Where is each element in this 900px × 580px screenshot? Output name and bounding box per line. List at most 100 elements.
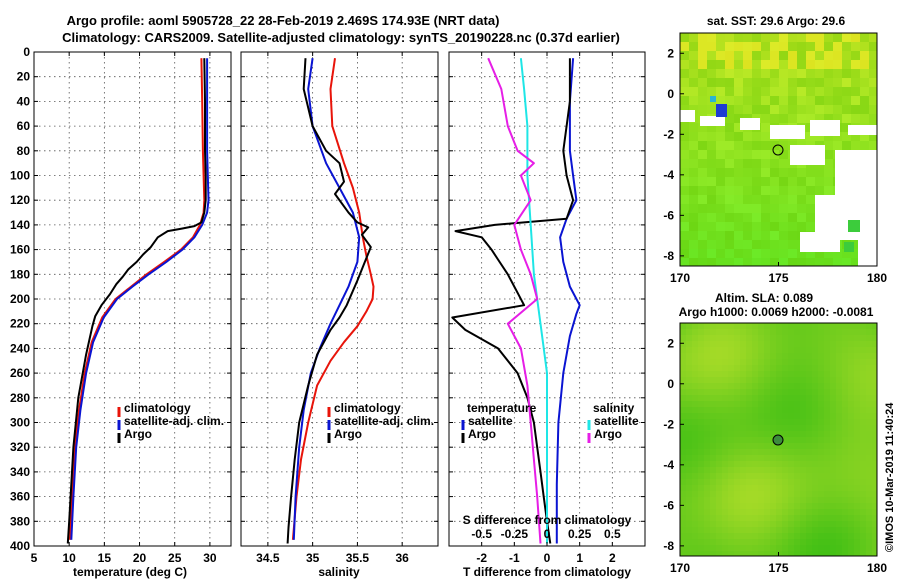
map-cell xyxy=(746,515,753,522)
map-cell xyxy=(770,395,777,402)
map-cell xyxy=(776,395,783,402)
map-cell xyxy=(800,323,807,330)
map-cell xyxy=(770,222,780,232)
y-tick-label: 100 xyxy=(10,169,30,183)
map-cell xyxy=(836,443,843,450)
map-cell xyxy=(752,467,759,474)
map-cell xyxy=(800,533,807,540)
map-cell xyxy=(764,335,771,342)
map-cell xyxy=(800,371,807,378)
map-cell xyxy=(842,359,849,366)
map-cell xyxy=(833,96,843,106)
map-cell xyxy=(704,491,711,498)
map-cell xyxy=(842,473,849,480)
map-cell xyxy=(788,359,795,366)
map-cell xyxy=(752,377,759,384)
difference-legend: temperature salinity satellite Argo sate… xyxy=(461,401,639,443)
map-cell xyxy=(788,449,795,456)
map-cell xyxy=(788,431,795,438)
map-cell xyxy=(764,329,771,336)
temperature-ticks: 0204060801001201401601802002202402602803… xyxy=(10,45,231,565)
map-cell xyxy=(782,353,789,360)
map-cell xyxy=(776,461,783,468)
map-cell xyxy=(764,485,771,492)
map-cell xyxy=(704,551,711,557)
map-cell xyxy=(824,78,834,88)
series-climatology xyxy=(68,58,206,540)
map-cell xyxy=(716,347,723,354)
map-cell xyxy=(812,377,819,384)
difference-ticks: -2 -1 0 1 2-0.5 -0.25 0 0.25 0.5 xyxy=(449,51,645,565)
map-cell xyxy=(758,449,765,456)
map-cell xyxy=(866,515,873,522)
map-cell xyxy=(848,419,855,426)
map-cell xyxy=(824,515,831,522)
map-cell xyxy=(812,509,819,516)
map-cell xyxy=(788,249,798,259)
map-cell xyxy=(788,323,795,330)
map-cell xyxy=(680,60,690,70)
s-tick-label: 0.25 xyxy=(568,527,592,541)
map-cell xyxy=(740,431,747,438)
map-cell xyxy=(689,186,699,196)
map-cell xyxy=(716,431,723,438)
map-cell xyxy=(872,533,878,540)
map-cell xyxy=(752,515,759,522)
map-cell xyxy=(764,377,771,384)
map-cell xyxy=(806,186,816,196)
map-cell xyxy=(812,545,819,552)
map-cell xyxy=(851,78,861,88)
map-cell xyxy=(854,473,861,480)
map-cell xyxy=(710,461,717,468)
map-cell xyxy=(776,539,783,546)
map-x-tick-label: 170 xyxy=(670,561,690,575)
map-cell xyxy=(722,479,729,486)
map-cell xyxy=(716,353,723,360)
map-cell xyxy=(752,533,759,540)
s-tick-label: 0 xyxy=(544,527,551,541)
map-cell xyxy=(800,365,807,372)
map-cell xyxy=(734,539,741,546)
map-cell xyxy=(698,69,708,79)
map-cell xyxy=(782,449,789,456)
map-cell xyxy=(872,437,878,444)
map-cell xyxy=(758,479,765,486)
map-cell xyxy=(716,359,723,366)
map-cell xyxy=(800,395,807,402)
map-cell xyxy=(788,443,795,450)
map-cell xyxy=(818,365,825,372)
map-cell xyxy=(860,545,867,552)
map-cell xyxy=(806,347,813,354)
map-cell xyxy=(830,431,837,438)
map-cell xyxy=(860,479,867,486)
map-cell xyxy=(815,69,825,79)
map-cell xyxy=(788,78,798,88)
map-cell xyxy=(752,437,759,444)
map-cell xyxy=(854,497,861,504)
map-cell xyxy=(836,377,843,384)
map-cell xyxy=(725,204,735,214)
map-cell xyxy=(746,503,753,510)
map-cell xyxy=(752,105,762,115)
map-cell xyxy=(788,177,798,187)
map-cell xyxy=(860,389,867,396)
map-cell xyxy=(689,141,699,151)
map-cell xyxy=(692,377,699,384)
map-cell xyxy=(872,353,878,360)
x-tick-label: -1 xyxy=(509,551,520,565)
map-cell xyxy=(722,341,729,348)
map-cell xyxy=(710,407,717,414)
map-cell xyxy=(794,461,801,468)
map-cell xyxy=(788,383,795,390)
map-cell xyxy=(794,533,801,540)
x-tick-label: 0 xyxy=(544,551,551,565)
map-cell xyxy=(743,150,753,160)
map-cell xyxy=(707,60,717,70)
map-cell xyxy=(707,258,717,267)
map-cell xyxy=(848,353,855,360)
map-cell xyxy=(728,491,735,498)
map-cell xyxy=(782,479,789,486)
map-cell xyxy=(797,105,807,115)
map-cell xyxy=(800,491,807,498)
map-cell xyxy=(734,455,741,462)
